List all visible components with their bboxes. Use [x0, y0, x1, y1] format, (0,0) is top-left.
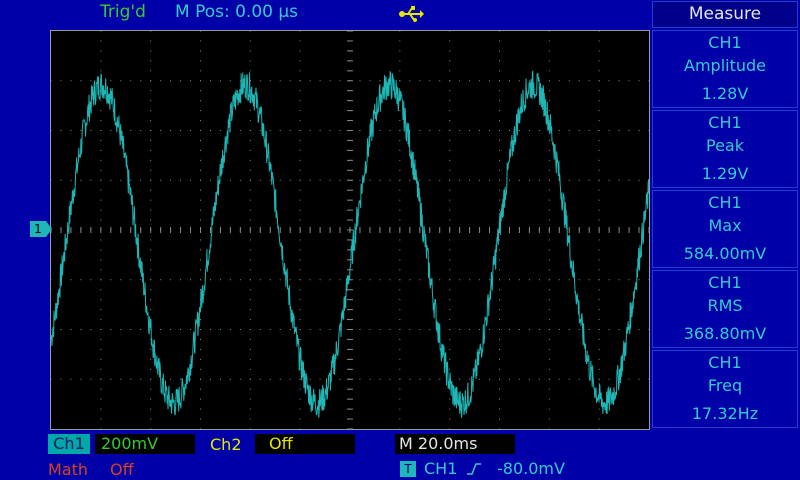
- measure-value: 1.28V: [701, 84, 749, 103]
- measure-item-max[interactable]: CH1 Max 584.00mV: [652, 190, 798, 268]
- measure-value: 17.32Hz: [691, 404, 759, 423]
- measure-channel: CH1: [708, 353, 742, 372]
- measure-item-peak[interactable]: CH1 Peak 1.29V: [652, 110, 798, 188]
- ch1-ground-marker[interactable]: 1: [30, 221, 52, 237]
- math-state: Off: [110, 460, 134, 479]
- measure-value: 1.29V: [701, 164, 749, 183]
- measure-name: Amplitude: [684, 56, 766, 75]
- measure-channel: CH1: [708, 113, 742, 132]
- measure-title[interactable]: Measure: [652, 1, 798, 28]
- measure-channel: CH1: [708, 193, 742, 212]
- ch2-label[interactable]: Ch2: [210, 435, 242, 454]
- measure-value: 368.80mV: [683, 324, 767, 343]
- math-label[interactable]: Math: [48, 460, 89, 479]
- trigger-status: Trig'd: [100, 2, 146, 22]
- trigger-source: CH1: [424, 459, 458, 478]
- trigger-badge: T: [400, 461, 416, 477]
- graticule: [51, 31, 649, 429]
- rising-edge-icon: [467, 463, 481, 475]
- status-bar: Trig'd M Pos: 0.00 µs: [0, 0, 650, 28]
- measure-item-freq[interactable]: CH1 Freq 17.32Hz: [652, 350, 798, 428]
- measure-name: Freq: [707, 376, 743, 395]
- trigger-level: -80.0mV: [497, 459, 565, 478]
- measure-channel: CH1: [708, 273, 742, 292]
- measure-value: 584.00mV: [683, 244, 767, 263]
- waveform-display: [50, 30, 650, 430]
- measure-item-amplitude[interactable]: CH1 Amplitude 1.28V: [652, 30, 798, 108]
- measure-panel: Measure CH1 Amplitude 1.28V CH1 Peak 1.2…: [650, 0, 800, 432]
- channel-status-bar: Ch1 200mV Ch2 Off M 20.0ms Math Off T CH…: [0, 432, 800, 480]
- ch1-scale: 200mV: [95, 434, 195, 454]
- waveform-plot: [51, 31, 649, 429]
- measure-name: RMS: [707, 296, 743, 315]
- measure-channel: CH1: [708, 33, 742, 52]
- measure-name: Max: [708, 216, 742, 235]
- usb-icon: [399, 6, 424, 22]
- measure-name: Peak: [706, 136, 744, 155]
- measure-item-rms[interactable]: CH1 RMS 368.80mV: [652, 270, 798, 348]
- horizontal-position: M Pos: 0.00 µs: [175, 2, 299, 22]
- timebase: M 20.0ms: [395, 434, 515, 454]
- ch1-label[interactable]: Ch1: [48, 434, 90, 454]
- ch1-trace: [51, 70, 649, 418]
- ch2-state: Off: [255, 434, 355, 454]
